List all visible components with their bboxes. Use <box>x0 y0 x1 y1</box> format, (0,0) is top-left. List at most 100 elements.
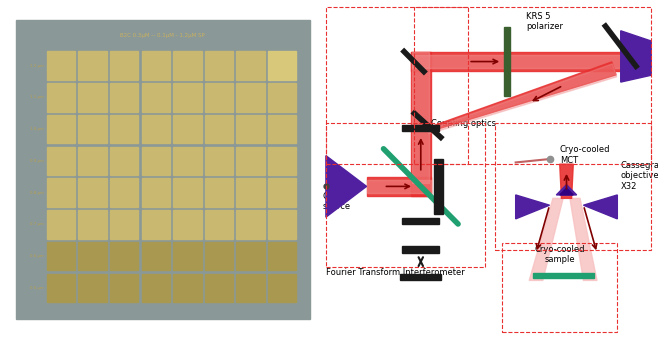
Polygon shape <box>413 55 648 68</box>
Text: Globar
source: Globar source <box>322 192 351 211</box>
Bar <box>47 242 75 271</box>
Text: B2C 0.3μM -- 0.1μM - 1.2μM SP: B2C 0.3μM -- 0.1μM - 1.2μM SP <box>120 33 205 38</box>
Polygon shape <box>326 156 367 217</box>
Bar <box>78 115 107 143</box>
Polygon shape <box>584 195 617 219</box>
Bar <box>236 115 265 143</box>
Bar <box>236 51 265 80</box>
Polygon shape <box>620 31 651 82</box>
Bar <box>110 83 138 111</box>
Polygon shape <box>411 52 431 196</box>
Bar <box>236 83 265 111</box>
Polygon shape <box>427 62 616 132</box>
Polygon shape <box>516 195 549 219</box>
Bar <box>402 218 440 224</box>
Bar <box>141 147 170 175</box>
Bar <box>173 51 201 80</box>
Polygon shape <box>428 64 617 134</box>
Bar <box>326 7 468 164</box>
Bar <box>268 51 296 80</box>
Text: Cryo-cooled
MCT: Cryo-cooled MCT <box>560 145 610 165</box>
Bar <box>502 243 617 332</box>
Bar <box>47 83 75 111</box>
Bar <box>402 125 440 131</box>
Bar <box>434 159 443 214</box>
Bar <box>205 147 233 175</box>
Bar <box>110 274 138 302</box>
Polygon shape <box>367 177 431 196</box>
Bar <box>173 83 201 111</box>
Bar <box>47 210 75 239</box>
Text: 0.5 μm: 0.5 μm <box>30 286 43 290</box>
Polygon shape <box>529 198 563 280</box>
Bar <box>173 210 201 239</box>
Bar <box>326 123 485 267</box>
Text: 0.7 μm: 0.7 μm <box>30 222 43 226</box>
Bar <box>205 51 233 80</box>
Bar <box>173 178 201 207</box>
Bar <box>268 147 296 175</box>
Bar <box>268 274 296 302</box>
Bar <box>268 83 296 111</box>
Bar <box>110 178 138 207</box>
Bar <box>532 273 594 278</box>
Bar <box>78 147 107 175</box>
Bar <box>505 27 510 96</box>
Text: Fourier Transform Interferometer: Fourier Transform Interferometer <box>326 268 465 277</box>
Text: 0.8 μm: 0.8 μm <box>30 190 43 195</box>
Bar <box>495 123 651 250</box>
Polygon shape <box>560 188 573 195</box>
Bar <box>268 242 296 271</box>
Polygon shape <box>411 52 648 71</box>
Bar <box>401 274 441 280</box>
Bar <box>141 51 170 80</box>
Bar <box>205 242 233 271</box>
Bar <box>268 178 296 207</box>
Bar <box>402 246 440 253</box>
Bar <box>236 178 265 207</box>
Polygon shape <box>570 198 597 280</box>
Text: 1.0 μm: 1.0 μm <box>30 127 43 131</box>
Bar <box>236 274 265 302</box>
Bar <box>110 242 138 271</box>
Bar <box>205 274 233 302</box>
Bar <box>47 274 75 302</box>
Polygon shape <box>413 52 429 183</box>
Text: 0.6 μm: 0.6 μm <box>30 254 43 258</box>
Bar <box>205 178 233 207</box>
Text: KRS 5
polarizer: KRS 5 polarizer <box>526 12 563 31</box>
Bar <box>78 51 107 80</box>
Bar <box>236 242 265 271</box>
Text: 1.1 μm: 1.1 μm <box>30 95 43 99</box>
Text: Cryo-cooled
sample: Cryo-cooled sample <box>534 245 585 264</box>
Text: Coupling optics: Coupling optics <box>431 119 496 128</box>
Bar <box>414 7 651 164</box>
Bar <box>173 147 201 175</box>
Bar <box>78 210 107 239</box>
Text: 1.2 μm: 1.2 μm <box>30 64 43 68</box>
Bar <box>268 210 296 239</box>
Bar <box>110 115 138 143</box>
Bar <box>173 274 201 302</box>
Bar <box>205 210 233 239</box>
Bar <box>47 51 75 80</box>
Bar <box>78 83 107 111</box>
Bar <box>47 115 75 143</box>
Bar <box>78 178 107 207</box>
Bar <box>110 147 138 175</box>
Bar <box>173 242 201 271</box>
Bar <box>78 274 107 302</box>
Polygon shape <box>560 164 573 198</box>
Bar <box>205 115 233 143</box>
Bar <box>141 210 170 239</box>
Bar <box>78 242 107 271</box>
Bar <box>141 115 170 143</box>
Bar <box>141 242 170 271</box>
Text: 0.9 μm: 0.9 μm <box>30 159 43 163</box>
Bar <box>268 115 296 143</box>
Polygon shape <box>367 180 431 193</box>
Bar <box>236 210 265 239</box>
Polygon shape <box>556 185 576 195</box>
Bar <box>47 147 75 175</box>
Bar <box>141 178 170 207</box>
